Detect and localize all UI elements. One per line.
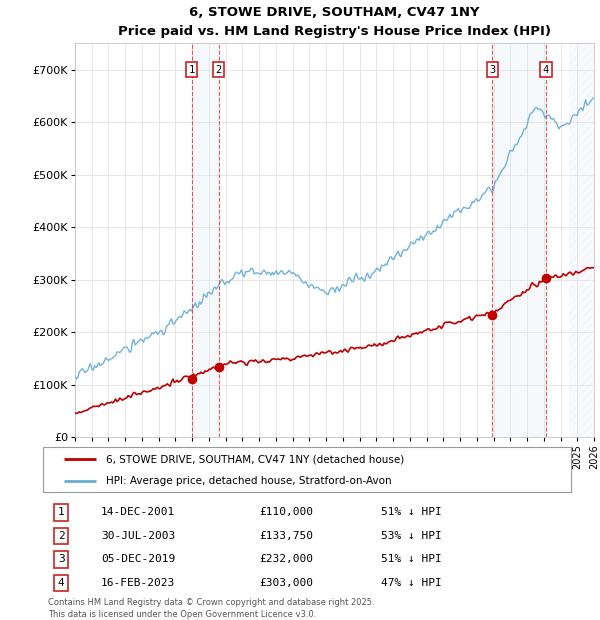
Text: 2: 2 (215, 64, 222, 74)
Text: 16-FEB-2023: 16-FEB-2023 (101, 578, 175, 588)
Title: 6, STOWE DRIVE, SOUTHAM, CV47 1NY
Price paid vs. HM Land Registry's House Price : 6, STOWE DRIVE, SOUTHAM, CV47 1NY Price … (118, 6, 551, 38)
Text: This data is licensed under the Open Government Licence v3.0.: This data is licensed under the Open Gov… (48, 610, 316, 619)
Text: 1: 1 (188, 64, 194, 74)
Text: £232,000: £232,000 (259, 554, 313, 564)
Text: HPI: Average price, detached house, Stratford-on-Avon: HPI: Average price, detached house, Stra… (106, 476, 392, 486)
Text: 2: 2 (58, 531, 65, 541)
Text: 05-DEC-2019: 05-DEC-2019 (101, 554, 175, 564)
Text: £133,750: £133,750 (259, 531, 313, 541)
Text: 47% ↓ HPI: 47% ↓ HPI (380, 578, 442, 588)
Text: 30-JUL-2003: 30-JUL-2003 (101, 531, 175, 541)
Text: 3: 3 (489, 64, 496, 74)
Text: 4: 4 (542, 64, 549, 74)
Text: 53% ↓ HPI: 53% ↓ HPI (380, 531, 442, 541)
Text: 3: 3 (58, 554, 65, 564)
Text: 51% ↓ HPI: 51% ↓ HPI (380, 507, 442, 517)
Text: 14-DEC-2001: 14-DEC-2001 (101, 507, 175, 517)
Text: 51% ↓ HPI: 51% ↓ HPI (380, 554, 442, 564)
Text: 4: 4 (58, 578, 65, 588)
Text: £110,000: £110,000 (259, 507, 313, 517)
Bar (191, 43, 218, 437)
Text: 6, STOWE DRIVE, SOUTHAM, CV47 1NY (detached house): 6, STOWE DRIVE, SOUTHAM, CV47 1NY (detac… (106, 454, 404, 464)
Text: 1: 1 (58, 507, 65, 517)
Text: £303,000: £303,000 (259, 578, 313, 588)
FancyBboxPatch shape (43, 447, 571, 492)
Bar (493, 43, 546, 437)
Bar (569, 43, 594, 437)
Text: Contains HM Land Registry data © Crown copyright and database right 2025.: Contains HM Land Registry data © Crown c… (48, 598, 374, 607)
